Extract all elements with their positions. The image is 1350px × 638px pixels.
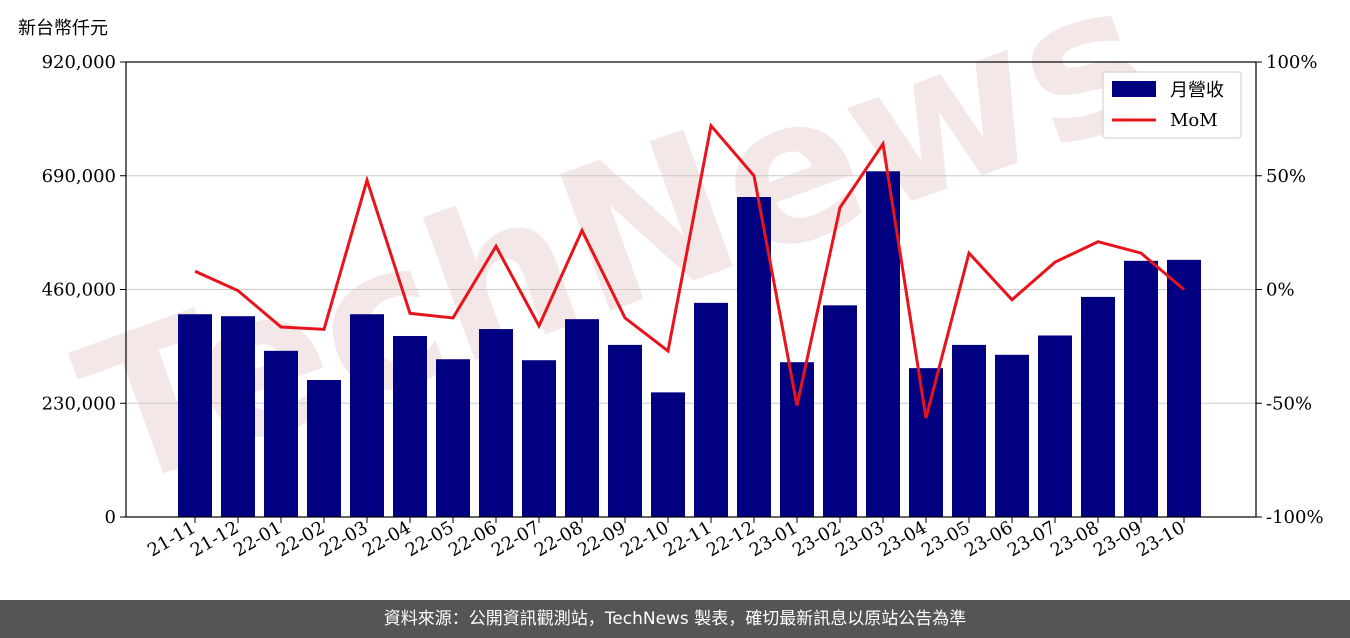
plot-frame [125,61,1257,518]
x-tick-label: 23-06 [961,517,1016,561]
revenue-bar [608,344,642,517]
x-tick-label: 22-03 [316,517,371,561]
x-tick-label: 22-06 [445,517,500,561]
revenue-bar [479,329,513,517]
x-tick-label: 23-04 [875,517,930,561]
x-tick-label: 23-09 [1090,517,1145,561]
x-tick-label: 22-11 [660,517,715,561]
x-tick-label: 22-12 [703,517,758,561]
x-tick-label: 22-02 [273,517,328,561]
x-tick-label: 23-08 [1047,517,1102,561]
mom-line [194,122,1185,419]
x-tick-label: 23-10 [1133,517,1188,561]
y2-tick-label: -100% [1266,507,1324,528]
x-tick-label: 22-01 [230,517,285,561]
revenue-bar [178,314,212,517]
revenue-bar [780,362,814,517]
x-tick-label: 23-01 [746,517,801,561]
source-footer: 資料來源：公開資訊觀測站，TechNews 製表，確切最新訊息以原站公告為準 [0,600,1350,638]
x-tick-label: 23-07 [1004,517,1059,561]
revenue-bar [436,359,470,517]
revenue-bar [995,354,1029,517]
x-tick-label: 21-12 [187,517,242,561]
revenue-bar [307,380,341,517]
y-axis-unit-label: 新台幣仟元 [18,18,108,39]
y2-tick-label: 50% [1266,166,1306,187]
revenue-bar [866,171,900,517]
x-tick-label: 22-10 [617,517,672,561]
revenue-bar [350,314,384,517]
x-tick-label: 23-03 [832,517,887,561]
revenue-bar [1124,260,1158,517]
revenue-bar [565,319,599,517]
x-tick-label: 22-08 [531,517,586,561]
y-tick-label: 920,000 [42,52,116,73]
x-tick-label: 23-05 [918,517,973,561]
revenue-bar [393,335,427,517]
x-tick-label: 22-05 [402,517,457,561]
revenue-bar [1081,296,1115,517]
revenue-bar [1038,335,1072,517]
x-tick-label: 22-07 [488,517,543,561]
y2-tick-label: 100% [1266,52,1317,73]
revenue-bar [952,344,986,517]
x-tick-label: 23-02 [789,517,844,561]
revenue-chart: TechNews 0230,000460,000690,000920,000-1… [42,0,1324,561]
y-tick-label: 460,000 [42,280,116,301]
y-tick-label: 230,000 [42,393,116,414]
x-tick-label: 22-04 [359,517,414,561]
y-tick-label: 0 [105,507,116,528]
revenue-bar [823,305,857,517]
revenue-bar [909,368,943,517]
y-tick-label: 690,000 [42,166,116,187]
x-tick-label: 22-09 [574,517,629,561]
legend-bar-swatch [1112,81,1156,97]
revenue-bar [264,350,298,517]
legend-line-label: MoM [1170,110,1218,131]
revenue-bar [1167,259,1201,517]
legend-bar-label: 月營收 [1170,80,1224,101]
y2-tick-label: -50% [1266,393,1312,414]
revenue-bar [522,360,556,517]
revenue-bar [694,302,728,517]
y2-tick-label: 0% [1266,280,1295,301]
revenue-bar [651,392,685,517]
revenue-bar [221,316,255,517]
revenue-bar [737,197,771,518]
